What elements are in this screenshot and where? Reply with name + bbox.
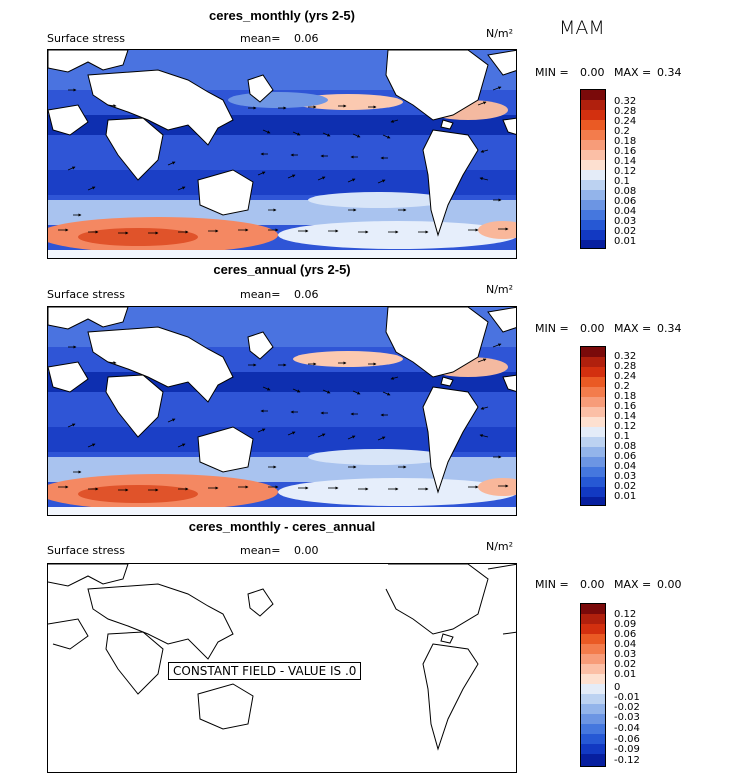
colorbar-tick: 0.09	[614, 619, 637, 630]
panel-title: ceres_monthly (yrs 2-5)	[209, 8, 355, 23]
colorbar-tick: 0.02	[614, 481, 637, 492]
colorbar-tick: 0.04	[614, 639, 637, 650]
colorbar-tick: 0.06	[614, 451, 637, 462]
mean-value: 0.06	[294, 32, 319, 45]
max-value: 0.34	[657, 322, 682, 335]
colorbar-tick: 0.1	[614, 431, 630, 442]
colorbar-tick: -0.12	[614, 755, 640, 766]
colorbar-tick: 0.32	[614, 351, 637, 362]
colorbar-tick: 0.2	[614, 381, 630, 392]
colorbar-tick: 0.08	[614, 441, 637, 452]
field-label: Surface stress	[47, 32, 125, 45]
colorbar-tick: 0.24	[614, 371, 637, 382]
max-label: MAX =	[614, 322, 652, 335]
colorbar-tick: 0.01	[614, 491, 637, 502]
min-value: 0.00	[580, 322, 605, 335]
mean-value: 0.00	[294, 544, 319, 557]
colorbar-tick: 0.08	[614, 186, 637, 197]
units-label: N/m²	[486, 540, 514, 553]
colorbar-tick: 0.03	[614, 471, 637, 482]
colorbar-tick: 0.01	[614, 669, 637, 680]
constant-field-notice: CONSTANT FIELD - VALUE IS .0	[168, 662, 362, 680]
colorbar-tick: 0.16	[614, 146, 637, 157]
colorbar-tick: 0.2	[614, 126, 630, 137]
colorbar-tick: 0.06	[614, 196, 637, 207]
colorbar-tick: 0.24	[614, 116, 637, 127]
colorbar-tick: 0.12	[614, 609, 637, 620]
colorbar-tick: 0.12	[614, 421, 637, 432]
colorbar-tick: 0.06	[614, 629, 637, 640]
max-value: 0.00	[657, 578, 682, 591]
colorbar-tick: 0	[614, 682, 621, 693]
stress-map-monthly	[48, 50, 516, 258]
units-label: N/m²	[486, 283, 514, 296]
season-label: MAM	[559, 17, 605, 39]
colorbar-tick: 0.04	[614, 461, 637, 472]
max-value: 0.34	[657, 66, 682, 79]
colorbar-tick: 0.02	[614, 659, 637, 670]
map-panel-annual	[47, 306, 517, 516]
mean-label: mean=	[240, 288, 281, 301]
colorbar-tick: 0.18	[614, 391, 637, 402]
units-label: N/m²	[486, 27, 514, 40]
colorbar-tick: -0.01	[614, 692, 640, 703]
min-label: MIN =	[535, 66, 569, 79]
colorbar-tick: -0.09	[614, 744, 640, 755]
map-panel-monthly	[47, 49, 517, 259]
min-label: MIN =	[535, 322, 569, 335]
min-value: 0.00	[580, 578, 605, 591]
colorbar-tick: 0.03	[614, 216, 637, 227]
colorbar-tick: -0.04	[614, 723, 640, 734]
colorbar-tick: 0.1	[614, 176, 630, 187]
colorbar-tick: -0.02	[614, 702, 640, 713]
max-label: MAX =	[614, 66, 652, 79]
mean-value: 0.06	[294, 288, 319, 301]
map-panel-difference	[47, 563, 517, 773]
colorbar-tick: -0.03	[614, 712, 640, 723]
colorbar-tick: 0.28	[614, 361, 637, 372]
colorbar-tick: 0.18	[614, 136, 637, 147]
colorbar-tick: 0.03	[614, 649, 637, 660]
colorbar-tick: 0.32	[614, 96, 637, 107]
colorbar-tick: 0.28	[614, 106, 637, 117]
mean-label: mean=	[240, 544, 281, 557]
field-label: Surface stress	[47, 544, 125, 557]
colorbar-tick: -0.06	[614, 734, 640, 745]
panel-title: ceres_monthly - ceres_annual	[188, 519, 376, 534]
colorbar-tick: 0.02	[614, 226, 637, 237]
colorbar	[580, 603, 606, 767]
colorbar-tick: 0.04	[614, 206, 637, 217]
colorbar-tick: 0.12	[614, 166, 637, 177]
field-label: Surface stress	[47, 288, 125, 301]
min-label: MIN =	[535, 578, 569, 591]
colorbar	[580, 89, 606, 249]
colorbar-tick: 0.14	[614, 156, 637, 167]
min-value: 0.00	[580, 66, 605, 79]
max-label: MAX =	[614, 578, 652, 591]
mean-label: mean=	[240, 32, 281, 45]
colorbar-tick: 0.01	[614, 236, 637, 247]
colorbar-tick: 0.14	[614, 411, 637, 422]
stress-map-annual	[48, 307, 516, 515]
panel-title: ceres_annual (yrs 2-5)	[213, 262, 351, 277]
colorbar-tick: 0.16	[614, 401, 637, 412]
colorbar	[580, 346, 606, 506]
